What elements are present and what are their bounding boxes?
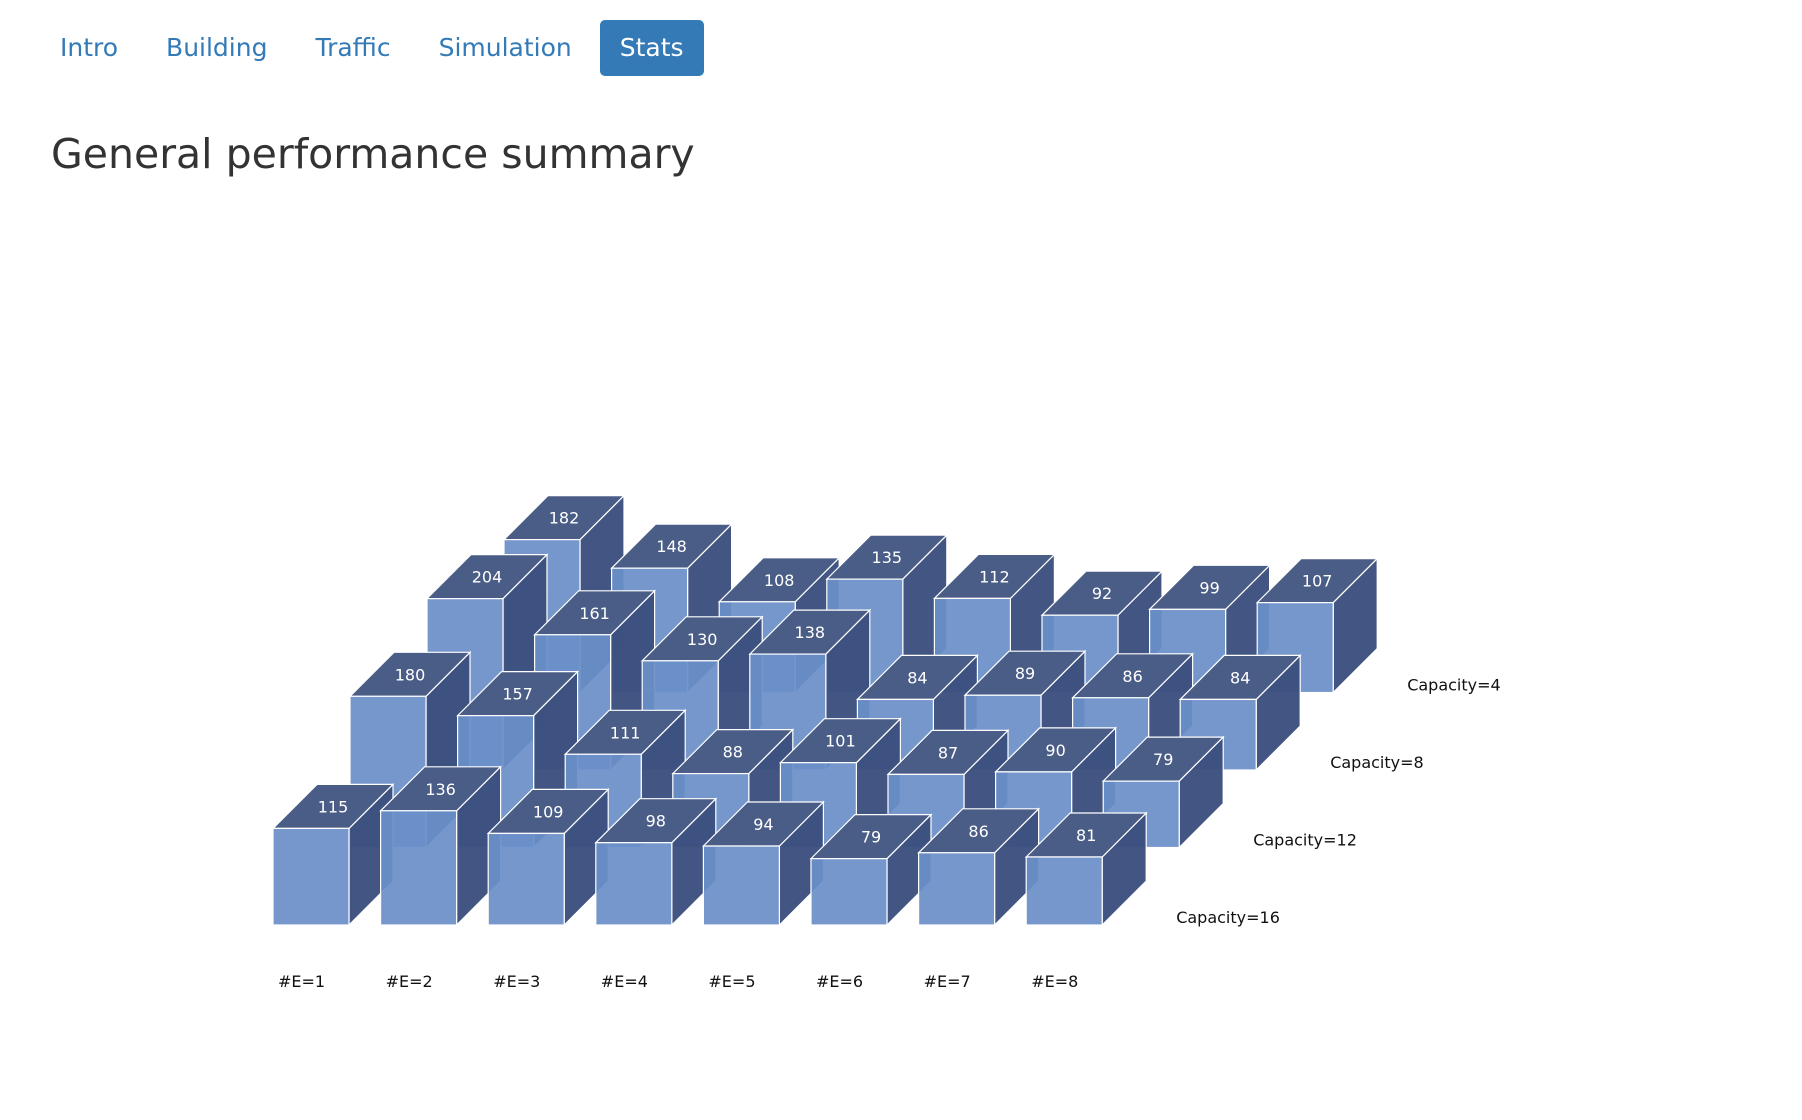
- bar-capacity-16-col-6: 79: [809, 813, 933, 927]
- bar-front-face: [380, 810, 458, 926]
- bar-value-label: 108: [764, 571, 795, 590]
- category-label: #E=1: [278, 972, 325, 991]
- bar-value-label: 84: [907, 668, 927, 687]
- category-label: #E=6: [816, 972, 863, 991]
- bar-value-label: 180: [395, 665, 426, 684]
- bar-capacity-8-col-8: 84: [1178, 653, 1302, 772]
- bar-capacity-4-col-7: 99: [1148, 563, 1272, 694]
- bar-capacity-16-col-8: 81: [1024, 811, 1148, 927]
- bar-value-label: 94: [753, 815, 773, 834]
- nav-tabs: Intro Building Traffic Simulation Stats: [40, 20, 704, 76]
- bar-capacity-16-col-7: 86: [917, 807, 1041, 927]
- bar-front-face: [917, 852, 996, 926]
- bar-value-label: 157: [502, 685, 533, 704]
- tab-intro[interactable]: Intro: [60, 33, 119, 62]
- tab-traffic[interactable]: Traffic: [315, 33, 391, 62]
- bar-value-label: 88: [723, 743, 743, 762]
- bar-value-label: 101: [825, 732, 856, 751]
- category-label: #E=3: [493, 972, 540, 991]
- bar-value-label: 148: [656, 537, 687, 556]
- bar-value-label: 182: [549, 509, 580, 528]
- bar-front-face: [272, 827, 350, 926]
- series-label-capacity-12: Capacity=12: [1253, 831, 1357, 850]
- tab-stats[interactable]: Stats: [599, 20, 704, 76]
- bar-value-label: 161: [579, 604, 610, 623]
- category-label: #E=7: [924, 972, 971, 991]
- bar-value-label: 112: [979, 567, 1010, 586]
- bar-value-label: 89: [1015, 664, 1035, 683]
- bar-value-label: 92: [1092, 584, 1112, 603]
- bar-front-face: [1025, 856, 1103, 926]
- bar-value-label: 115: [318, 797, 349, 816]
- bar-value-label: 130: [687, 630, 718, 649]
- bar-value-label: 98: [646, 812, 666, 831]
- bar-front-face: [702, 845, 781, 926]
- series-label-capacity-4: Capacity=4: [1407, 676, 1501, 695]
- bar-value-label: 79: [861, 828, 881, 847]
- bar-value-label: 79: [1153, 750, 1173, 769]
- bar-value-label: 111: [610, 723, 641, 742]
- bar-capacity-16-col-4: 98: [594, 797, 718, 927]
- tab-simulation[interactable]: Simulation: [438, 33, 572, 62]
- bar-value-label: 86: [1122, 667, 1142, 686]
- bar-value-label: 136: [425, 780, 456, 799]
- bar-capacity-16-col-1: 115: [271, 782, 395, 927]
- category-label: #E=8: [1031, 972, 1078, 991]
- bar-value-label: 138: [795, 623, 826, 642]
- series-label-capacity-8: Capacity=8: [1330, 753, 1424, 772]
- bar-value-label: 107: [1302, 572, 1333, 591]
- bar-value-label: 86: [968, 822, 988, 841]
- bar-front-face: [810, 858, 888, 926]
- category-label: #E=5: [708, 972, 755, 991]
- bar-front-face: [595, 842, 673, 926]
- page-title: General performance summary: [51, 130, 695, 178]
- bar-value-label: 87: [938, 743, 958, 762]
- bar-value-label: 204: [472, 568, 503, 587]
- bar-value-label: 81: [1076, 826, 1096, 845]
- tab-building[interactable]: Building: [166, 33, 268, 62]
- bar-value-label: 99: [1199, 578, 1219, 597]
- bar-value-label: 109: [533, 802, 564, 821]
- bar-capacity-16-col-5: 94: [701, 800, 825, 927]
- bar-value-label: 90: [1045, 741, 1065, 760]
- series-label-capacity-16: Capacity=16: [1176, 908, 1280, 927]
- bar-value-label: 135: [872, 548, 903, 567]
- category-label: #E=2: [386, 972, 433, 991]
- bar-front-face: [487, 832, 565, 926]
- category-label: #E=4: [601, 972, 648, 991]
- bar-value-label: 84: [1230, 668, 1250, 687]
